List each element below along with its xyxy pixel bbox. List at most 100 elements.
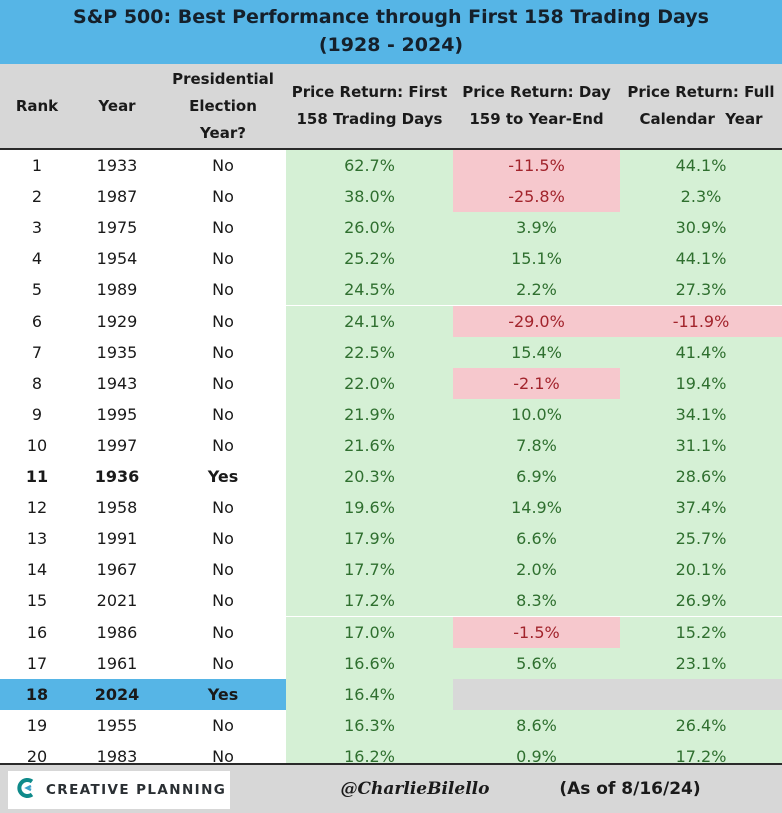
first158-return-cell: 17.2% — [286, 585, 453, 617]
first158-return-cell: 21.6% — [286, 429, 453, 461]
full-year-return-cell: 44.1% — [620, 150, 782, 181]
creative-planning-logo-icon — [16, 777, 38, 803]
election-cell: No — [212, 373, 234, 393]
title-line-1: S&P 500: Best Performance through First … — [73, 6, 709, 28]
table-row: 3 1975 No 26.0% 3.9% 30.9% — [0, 212, 782, 244]
rank-cell: 19 — [26, 715, 48, 735]
day159-return-cell: -1.5% — [453, 616, 620, 648]
day159-return-cell: 8.3% — [453, 585, 620, 617]
first158-return-cell: 16.6% — [286, 647, 453, 679]
first158-return-cell: 26.0% — [286, 212, 453, 244]
full-year-return-cell: 19.4% — [620, 367, 782, 399]
full-year-return-cell: 37.4% — [620, 492, 782, 524]
table-row: 13 1991 No 17.9% 6.6% 25.7% — [0, 523, 782, 555]
header-year: Year — [74, 64, 160, 148]
table-row: 6 1929 No 24.1% -29.0% -11.9% — [0, 305, 782, 337]
table-row: 16 1986 No 17.0% -1.5% 15.2% — [0, 616, 782, 648]
rank-cell: 20 — [26, 746, 48, 766]
header-full-line: Calendar Year — [639, 110, 763, 128]
year-cell: 1989 — [96, 280, 138, 300]
rank-cell: 10 — [26, 435, 48, 455]
rank-cell: 3 — [31, 218, 43, 238]
header-first158: Price Return: First 158 Trading Days — [286, 64, 453, 148]
full-year-return-cell: -11.9% — [620, 305, 782, 337]
election-cell: No — [212, 529, 234, 549]
table-row: 18 2024 Yes 16.4% — [0, 678, 782, 710]
rank-cell: 7 — [31, 342, 43, 362]
first158-return-cell: 16.4% — [286, 678, 453, 710]
rank-cell: 17 — [26, 653, 48, 673]
year-cell: 1936 — [94, 467, 140, 486]
header-rank-label: Rank — [15, 96, 59, 115]
first158-return-cell: 19.6% — [286, 492, 453, 524]
brand-logo: CREATIVE PLANNING — [8, 771, 230, 809]
rank-cell: 6 — [31, 311, 43, 331]
full-year-return-cell: 25.7% — [620, 523, 782, 555]
year-cell: 1967 — [96, 560, 138, 580]
year-cell: 1986 — [96, 622, 138, 642]
day159-return-cell: -25.8% — [453, 181, 620, 213]
header-first158-line: Price Return: First — [291, 83, 448, 101]
rank-cell: 14 — [26, 560, 48, 580]
year-cell: 1997 — [96, 435, 138, 455]
year-cell: 1975 — [96, 218, 138, 238]
election-cell: No — [212, 404, 234, 424]
header-day159-line: Price Return: Day — [462, 83, 611, 101]
rank-cell: 12 — [26, 498, 48, 518]
year-cell: 1954 — [96, 249, 138, 269]
header-full-line: Price Return: Full — [627, 83, 775, 101]
full-year-return-cell: 44.1% — [620, 243, 782, 275]
rank-cell: 15 — [26, 591, 48, 611]
full-year-return-cell: 30.9% — [620, 212, 782, 244]
day159-return-cell — [453, 678, 620, 710]
day159-return-cell: 14.9% — [453, 492, 620, 524]
first158-return-cell: 17.7% — [286, 554, 453, 586]
year-cell: 1958 — [96, 498, 138, 518]
full-year-return-cell: 34.1% — [620, 398, 782, 430]
table-row: 15 2021 No 17.2% 8.3% 26.9% — [0, 585, 782, 617]
first158-return-cell: 38.0% — [286, 181, 453, 213]
header-rank: Rank — [0, 64, 74, 148]
day159-return-cell: 2.0% — [453, 554, 620, 586]
header-election-line: Election — [189, 96, 257, 115]
election-cell: No — [212, 218, 234, 238]
footer: CREATIVE PLANNING @CharlieBilello (As of… — [0, 763, 782, 813]
first158-return-cell: 21.9% — [286, 398, 453, 430]
rank-cell: 18 — [0, 678, 74, 710]
rank-cell: 5 — [31, 280, 43, 300]
rank-cell: 16 — [26, 622, 48, 642]
table-row: 2 1987 No 38.0% -25.8% 2.3% — [0, 181, 782, 213]
rank-cell: 13 — [26, 529, 48, 549]
election-cell: No — [212, 280, 234, 300]
author-handle: @CharlieBilello — [340, 779, 490, 799]
first158-return-cell: 25.2% — [286, 243, 453, 275]
full-year-return-cell: 28.6% — [620, 461, 782, 492]
election-cell: No — [212, 591, 234, 611]
day159-return-cell: -11.5% — [453, 150, 620, 181]
table-header: Rank Year Presidential Election Year? Pr… — [0, 64, 782, 150]
day159-return-cell: 3.9% — [453, 212, 620, 244]
full-year-return-cell: 20.1% — [620, 554, 782, 586]
header-election-line: Presidential — [172, 69, 274, 88]
election-cell: No — [212, 622, 234, 642]
election-cell: No — [212, 249, 234, 269]
table-row: 19 1955 No 16.3% 8.6% 26.4% — [0, 709, 782, 741]
table-row: 11 1936 Yes 20.3% 6.9% 28.6% — [0, 461, 782, 492]
election-cell: No — [212, 187, 234, 207]
as-of-date: (As of 8/16/24) — [559, 779, 701, 799]
day159-return-cell: 10.0% — [453, 398, 620, 430]
day159-return-cell: 7.8% — [453, 429, 620, 461]
year-cell: 1935 — [96, 342, 138, 362]
day159-return-cell: -29.0% — [453, 305, 620, 337]
full-year-return-cell: 26.4% — [620, 709, 782, 741]
first158-return-cell: 20.3% — [286, 461, 453, 492]
header-day159: Price Return: Day 159 to Year-End — [453, 64, 620, 148]
election-cell: No — [212, 311, 234, 331]
day159-return-cell: 6.6% — [453, 523, 620, 555]
day159-return-cell: 15.4% — [453, 336, 620, 368]
first158-return-cell: 22.5% — [286, 336, 453, 368]
title-line-2: (1928 - 2024) — [318, 34, 464, 56]
full-year-return-cell: 26.9% — [620, 585, 782, 617]
first158-return-cell: 22.0% — [286, 367, 453, 399]
